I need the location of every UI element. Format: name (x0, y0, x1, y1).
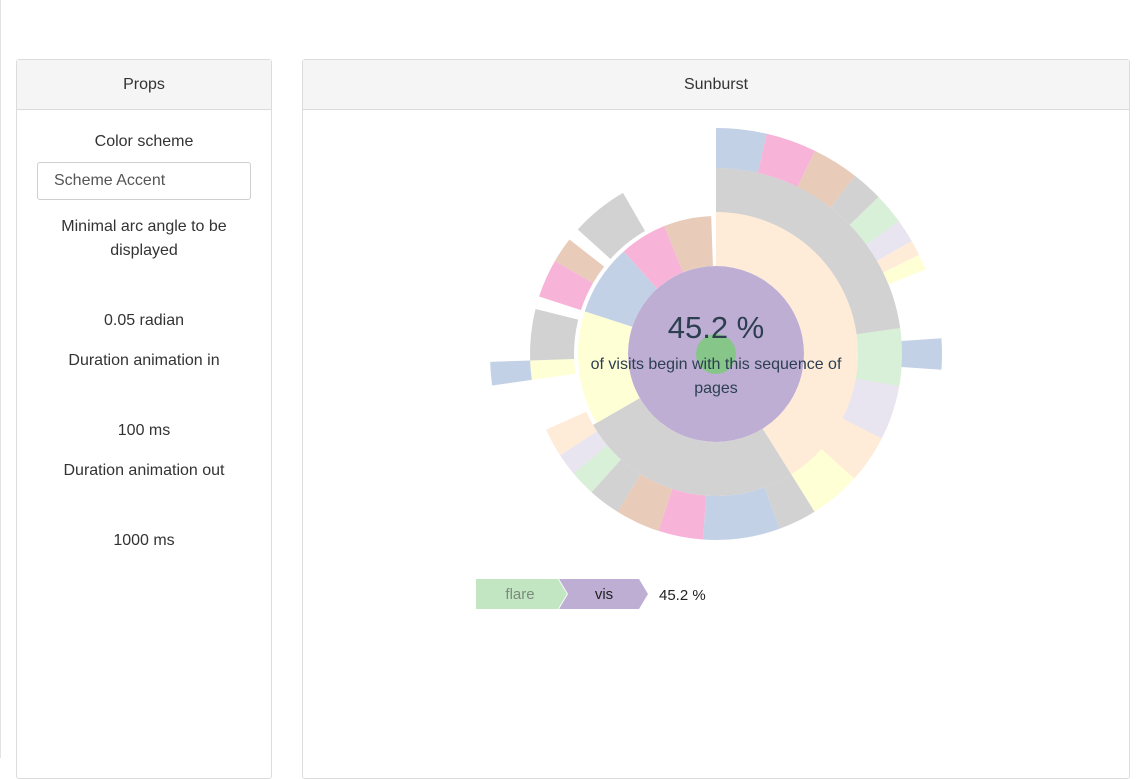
breadcrumb-item-flare[interactable] (476, 579, 567, 609)
arc-ring3-pink[interactable] (757, 133, 816, 187)
sunburst-chart: 45.2 % of visits begin with this sequenc… (476, 128, 943, 609)
arc-ring2-lavender-2[interactable] (560, 431, 608, 474)
sunburst-panel-title: Sunburst (303, 60, 1129, 110)
breadcrumb-item-vis[interactable] (559, 579, 648, 609)
props-body: Color scheme Scheme Accent Minimal arc a… (17, 130, 271, 553)
breadcrumb-percent: 45.2 % (659, 587, 706, 604)
arc-ring2-yellow-2[interactable] (530, 358, 576, 380)
center-caption-line1: of visits begin with this sequence of (591, 356, 842, 373)
arc-ring3-blue-right[interactable] (901, 338, 943, 370)
duration-in-label: Duration animation in (68, 352, 220, 369)
arc-ring2-grey-left[interactable] (530, 309, 579, 361)
props-panel: Props Color scheme Scheme Accent Minimal… (16, 59, 272, 779)
center-root-dot (696, 334, 736, 374)
arc-ring1-grey[interactable] (593, 398, 792, 496)
color-scheme-label: Color scheme (94, 133, 194, 150)
arc-ring3-blue-left[interactable] (490, 360, 532, 386)
arc-ring3-yellow[interactable] (883, 254, 926, 285)
arc-ring1-pink[interactable] (623, 226, 684, 289)
arc-ring3-grey[interactable] (830, 175, 879, 225)
arc-ring1-blue[interactable] (584, 251, 658, 327)
arc-ring3-peach[interactable] (877, 241, 920, 273)
arc-ring2-grey-small[interactable] (764, 474, 815, 529)
arc-ring3-lavender[interactable] (866, 221, 912, 261)
duration-out-label: Duration animation out (63, 462, 225, 479)
arc-ring2-green-2[interactable] (573, 445, 621, 493)
breadcrumb-label-flare: flare (505, 586, 534, 603)
arc-ring2-green[interactable] (855, 328, 902, 387)
arc-ring2-pink[interactable] (658, 489, 707, 540)
arc-ring3-tan[interactable] (797, 150, 856, 208)
sunburst-rings (490, 128, 943, 540)
arc-ring2-grey-upper[interactable] (577, 192, 645, 259)
arc-ring2-grey-mid[interactable] (591, 459, 641, 512)
breadcrumb-trail: flare vis 45.2 % (476, 579, 706, 609)
center-caption-line2: pages (694, 380, 738, 397)
arc-ring1-tan[interactable] (664, 216, 713, 273)
arc-ring2-peach[interactable] (821, 418, 882, 479)
arc-ring2-grey-top[interactable] (716, 168, 901, 335)
color-scheme-select[interactable]: Scheme Accent (37, 162, 251, 200)
min-arc-angle-value[interactable]: 0.05 radian (103, 312, 185, 329)
arc-ring2-tan-2[interactable] (554, 239, 605, 283)
arc-ring2-tan[interactable] (617, 474, 673, 531)
center-percent: 45.2 % (668, 310, 765, 345)
arc-ring3-green[interactable] (849, 197, 899, 245)
page-left-border (0, 0, 1, 758)
arc-ring1-yellow[interactable] (578, 311, 640, 423)
duration-in-value[interactable]: 100 ms (117, 422, 171, 439)
duration-out-value[interactable]: 1000 ms (113, 532, 175, 549)
min-arc-angle-label: Minimal arc angle to be displayed (61, 218, 227, 259)
props-panel-title: Props (17, 60, 271, 110)
arc-ring2-yellow[interactable] (791, 449, 855, 512)
arc-ring2-blue[interactable] (703, 487, 780, 540)
arc-ring2-pink-2[interactable] (539, 261, 594, 311)
arc-ring3-blue[interactable] (716, 128, 767, 173)
breadcrumb-label-vis: vis (595, 586, 613, 603)
arc-ring2-peach-2[interactable] (546, 411, 597, 456)
arc-ring2-lavender[interactable] (842, 378, 900, 439)
